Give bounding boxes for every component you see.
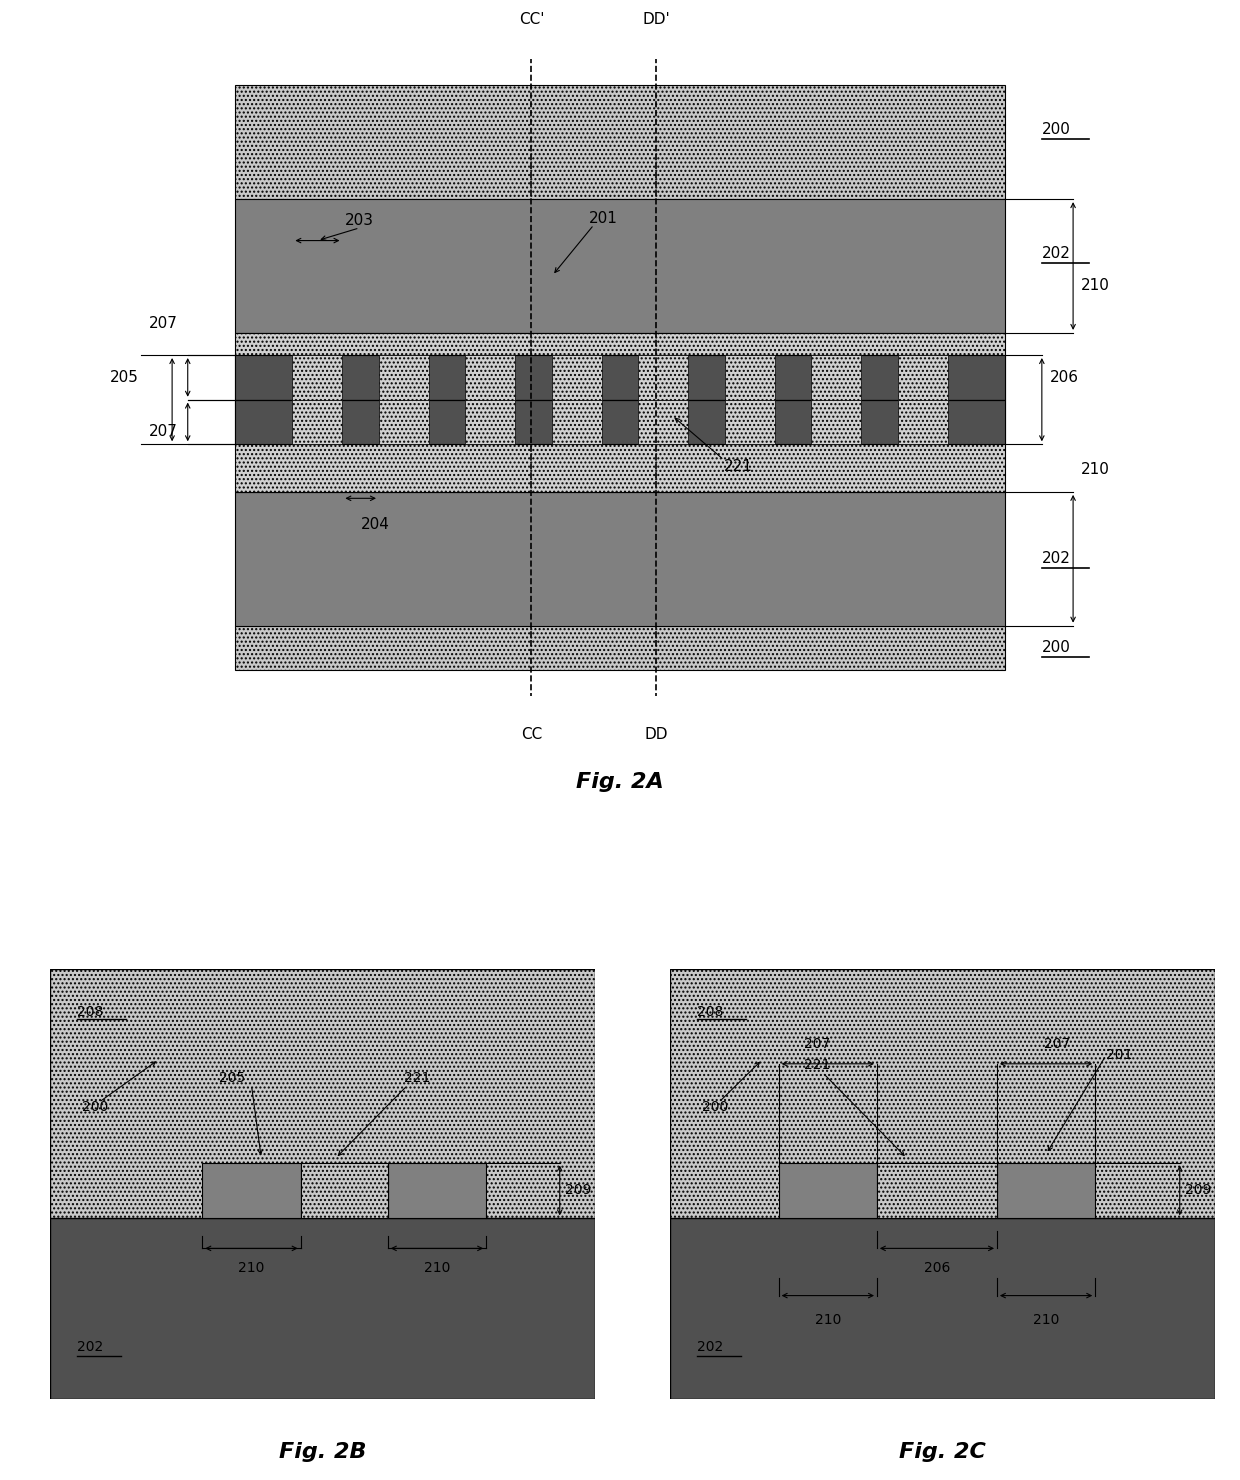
Text: 202: 202 (1042, 551, 1070, 567)
Text: CC': CC' (518, 12, 544, 28)
Text: 205: 205 (109, 370, 139, 385)
Text: 221: 221 (804, 1058, 830, 1073)
FancyBboxPatch shape (234, 84, 1006, 200)
FancyBboxPatch shape (811, 355, 861, 400)
FancyBboxPatch shape (670, 969, 1215, 1399)
Text: 208: 208 (77, 1005, 103, 1020)
Text: 210: 210 (1080, 278, 1110, 293)
FancyBboxPatch shape (300, 1163, 388, 1218)
FancyBboxPatch shape (234, 400, 1006, 444)
Text: 210: 210 (1080, 462, 1110, 477)
FancyBboxPatch shape (379, 355, 429, 400)
Text: DD': DD' (642, 12, 671, 28)
FancyBboxPatch shape (552, 355, 601, 400)
FancyBboxPatch shape (234, 626, 1006, 670)
FancyBboxPatch shape (670, 1218, 1215, 1399)
Text: 204: 204 (361, 518, 389, 533)
FancyBboxPatch shape (898, 355, 947, 400)
FancyBboxPatch shape (724, 355, 775, 400)
FancyBboxPatch shape (779, 1163, 877, 1218)
Text: 200: 200 (1042, 121, 1070, 136)
Text: 207: 207 (804, 1037, 830, 1051)
FancyBboxPatch shape (234, 491, 1006, 626)
Text: 202: 202 (697, 1339, 723, 1354)
FancyBboxPatch shape (552, 400, 601, 444)
FancyBboxPatch shape (465, 400, 516, 444)
FancyBboxPatch shape (388, 1163, 486, 1218)
Text: 206: 206 (1050, 370, 1079, 385)
Text: Fig. 2C: Fig. 2C (899, 1442, 986, 1462)
FancyBboxPatch shape (639, 400, 688, 444)
Text: 201: 201 (589, 210, 618, 226)
Text: 201: 201 (1106, 1048, 1132, 1063)
Text: 200: 200 (82, 1100, 109, 1114)
FancyBboxPatch shape (379, 400, 429, 444)
FancyBboxPatch shape (50, 969, 595, 1399)
Text: 210: 210 (424, 1261, 450, 1276)
Text: 202: 202 (77, 1339, 103, 1354)
Text: Fig. 2B: Fig. 2B (279, 1442, 366, 1462)
FancyBboxPatch shape (639, 355, 688, 400)
FancyBboxPatch shape (724, 400, 775, 444)
Text: 221: 221 (724, 459, 753, 474)
Text: 203: 203 (345, 213, 374, 228)
Text: 207: 207 (149, 423, 177, 440)
FancyBboxPatch shape (898, 400, 947, 444)
Text: 209: 209 (565, 1184, 591, 1197)
Text: 210: 210 (1033, 1313, 1059, 1326)
FancyBboxPatch shape (234, 333, 1006, 491)
Text: DD: DD (645, 727, 668, 743)
Text: 206: 206 (924, 1261, 950, 1276)
Text: 200: 200 (702, 1100, 729, 1114)
FancyBboxPatch shape (293, 355, 342, 400)
Text: 207: 207 (149, 315, 177, 332)
Text: 208: 208 (697, 1005, 723, 1020)
FancyBboxPatch shape (997, 1163, 1095, 1218)
FancyBboxPatch shape (465, 355, 516, 400)
FancyBboxPatch shape (50, 1218, 595, 1399)
Text: 210: 210 (815, 1313, 841, 1326)
Text: 207: 207 (1044, 1037, 1070, 1051)
FancyBboxPatch shape (234, 355, 1006, 400)
Text: CC: CC (521, 727, 542, 743)
FancyBboxPatch shape (202, 1163, 300, 1218)
Text: Fig. 2A: Fig. 2A (577, 773, 663, 792)
Text: 209: 209 (1185, 1184, 1211, 1197)
FancyBboxPatch shape (293, 400, 342, 444)
FancyBboxPatch shape (234, 200, 1006, 333)
Text: 210: 210 (238, 1261, 264, 1276)
FancyBboxPatch shape (877, 1163, 997, 1218)
Text: 202: 202 (1042, 246, 1070, 260)
Text: 200: 200 (1042, 641, 1070, 656)
FancyBboxPatch shape (811, 400, 861, 444)
Text: 205: 205 (218, 1072, 246, 1085)
Text: 221: 221 (404, 1072, 430, 1085)
